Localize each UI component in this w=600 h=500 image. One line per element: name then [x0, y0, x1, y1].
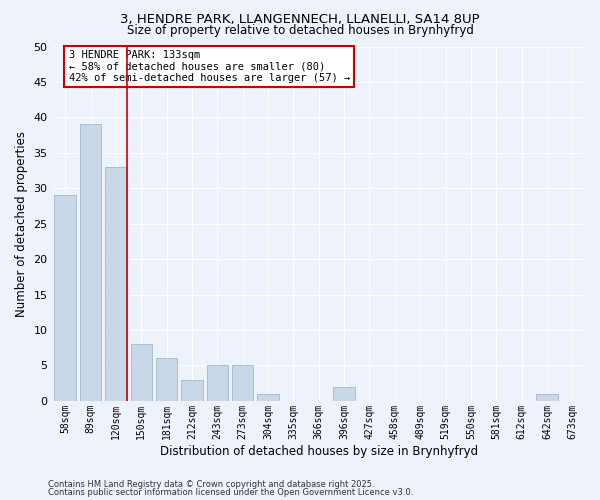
Bar [55, 196, 76, 401]
Text: Size of property relative to detached houses in Brynhyfryd: Size of property relative to detached ho… [127, 24, 473, 37]
Bar [206, 366, 228, 401]
Bar [181, 380, 203, 401]
Bar [257, 394, 279, 401]
Text: Contains public sector information licensed under the Open Government Licence v3: Contains public sector information licen… [48, 488, 413, 497]
X-axis label: Distribution of detached houses by size in Brynhyfryd: Distribution of detached houses by size … [160, 444, 478, 458]
Bar [105, 167, 127, 401]
Bar [156, 358, 178, 401]
Bar [334, 386, 355, 401]
Text: 3, HENDRE PARK, LLANGENNECH, LLANELLI, SA14 8UP: 3, HENDRE PARK, LLANGENNECH, LLANELLI, S… [120, 12, 480, 26]
Text: 3 HENDRE PARK: 133sqm
← 58% of detached houses are smaller (80)
42% of semi-deta: 3 HENDRE PARK: 133sqm ← 58% of detached … [68, 50, 350, 83]
Bar [536, 394, 558, 401]
Text: Contains HM Land Registry data © Crown copyright and database right 2025.: Contains HM Land Registry data © Crown c… [48, 480, 374, 489]
Bar [80, 124, 101, 401]
Bar [131, 344, 152, 401]
Y-axis label: Number of detached properties: Number of detached properties [15, 130, 28, 316]
Bar [232, 366, 253, 401]
